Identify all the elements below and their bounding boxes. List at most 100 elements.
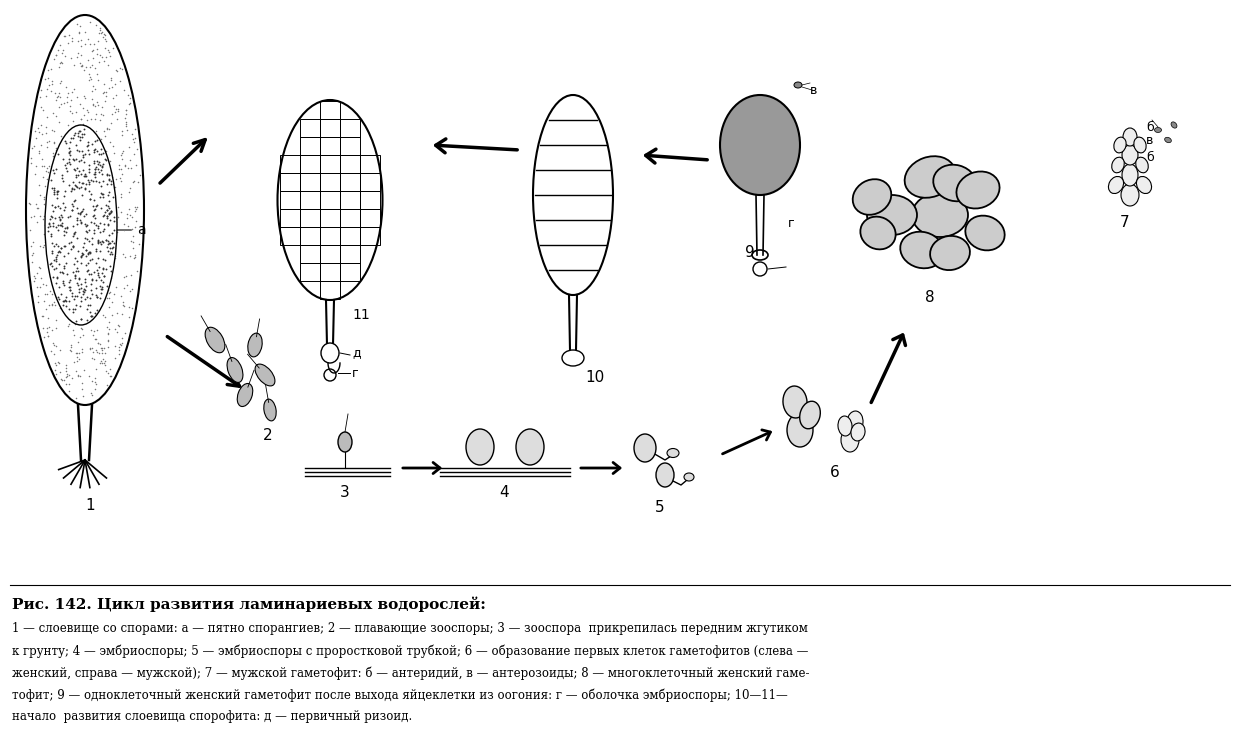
Point: [578, 215, 598, 226]
Point: [125, 215, 145, 226]
Point: [79, 148, 99, 160]
Point: [553, 120, 573, 132]
Point: [94, 342, 114, 354]
Point: [770, 114, 790, 126]
Point: [52, 187, 72, 199]
Point: [94, 270, 114, 282]
Point: [26, 132, 46, 144]
Point: [754, 162, 774, 174]
Point: [580, 173, 600, 185]
Point: [92, 238, 112, 250]
Ellipse shape: [787, 413, 813, 447]
Point: [74, 232, 94, 243]
Point: [77, 244, 97, 256]
Point: [124, 236, 144, 248]
Point: [911, 171, 931, 183]
Point: [950, 199, 970, 211]
Point: [82, 253, 102, 265]
Point: [125, 159, 145, 171]
Point: [782, 132, 802, 144]
Point: [76, 183, 95, 195]
Point: [58, 87, 78, 99]
Point: [37, 83, 57, 95]
Point: [66, 270, 86, 282]
Text: в: в: [1146, 134, 1153, 146]
Point: [100, 215, 120, 226]
Point: [51, 57, 71, 68]
Point: [60, 200, 79, 212]
Ellipse shape: [533, 95, 613, 295]
Point: [119, 301, 139, 313]
Point: [83, 157, 103, 169]
Point: [104, 224, 124, 236]
Text: б: б: [1146, 121, 1153, 134]
Point: [733, 129, 753, 140]
Point: [69, 251, 89, 262]
Point: [552, 224, 572, 236]
Point: [110, 62, 130, 74]
Point: [56, 240, 76, 252]
Point: [46, 359, 66, 371]
Point: [564, 274, 584, 286]
Point: [942, 208, 962, 220]
Point: [57, 370, 77, 381]
Point: [578, 165, 598, 176]
Point: [82, 310, 102, 322]
Point: [469, 440, 489, 452]
Point: [93, 284, 113, 296]
Point: [83, 44, 103, 56]
Point: [95, 42, 115, 54]
Point: [773, 118, 792, 129]
Point: [84, 333, 104, 345]
Point: [68, 176, 88, 187]
Point: [57, 157, 77, 169]
Point: [587, 225, 606, 237]
Point: [471, 452, 491, 464]
Point: [51, 75, 71, 87]
Point: [766, 146, 786, 157]
Point: [115, 328, 135, 340]
Point: [776, 155, 796, 167]
Point: [55, 229, 74, 240]
Point: [57, 222, 77, 234]
Point: [91, 217, 110, 229]
Point: [734, 138, 754, 150]
Point: [755, 152, 775, 164]
Point: [552, 177, 572, 189]
Point: [87, 257, 107, 268]
Point: [71, 179, 91, 191]
Point: [125, 251, 145, 262]
Point: [577, 210, 596, 222]
Point: [553, 99, 573, 111]
Point: [86, 372, 105, 384]
Point: [67, 155, 87, 167]
Point: [98, 284, 118, 295]
Point: [957, 184, 977, 196]
Point: [78, 248, 98, 260]
Point: [572, 126, 591, 137]
Point: [42, 182, 62, 194]
Point: [869, 233, 889, 245]
Point: [751, 182, 771, 194]
Point: [97, 241, 117, 253]
Point: [768, 103, 787, 115]
Point: [553, 193, 573, 204]
Point: [78, 184, 98, 196]
Point: [460, 439, 480, 451]
Point: [536, 196, 556, 208]
Point: [575, 235, 595, 247]
Point: [71, 313, 91, 325]
Point: [51, 366, 71, 378]
Point: [77, 303, 97, 315]
Point: [769, 172, 789, 184]
Point: [55, 30, 74, 42]
Point: [723, 121, 743, 132]
Point: [749, 149, 769, 161]
Point: [60, 369, 79, 381]
Point: [113, 337, 133, 349]
Point: [911, 234, 931, 245]
Point: [130, 227, 150, 239]
Point: [724, 165, 744, 177]
Point: [732, 123, 751, 135]
Point: [32, 160, 52, 172]
